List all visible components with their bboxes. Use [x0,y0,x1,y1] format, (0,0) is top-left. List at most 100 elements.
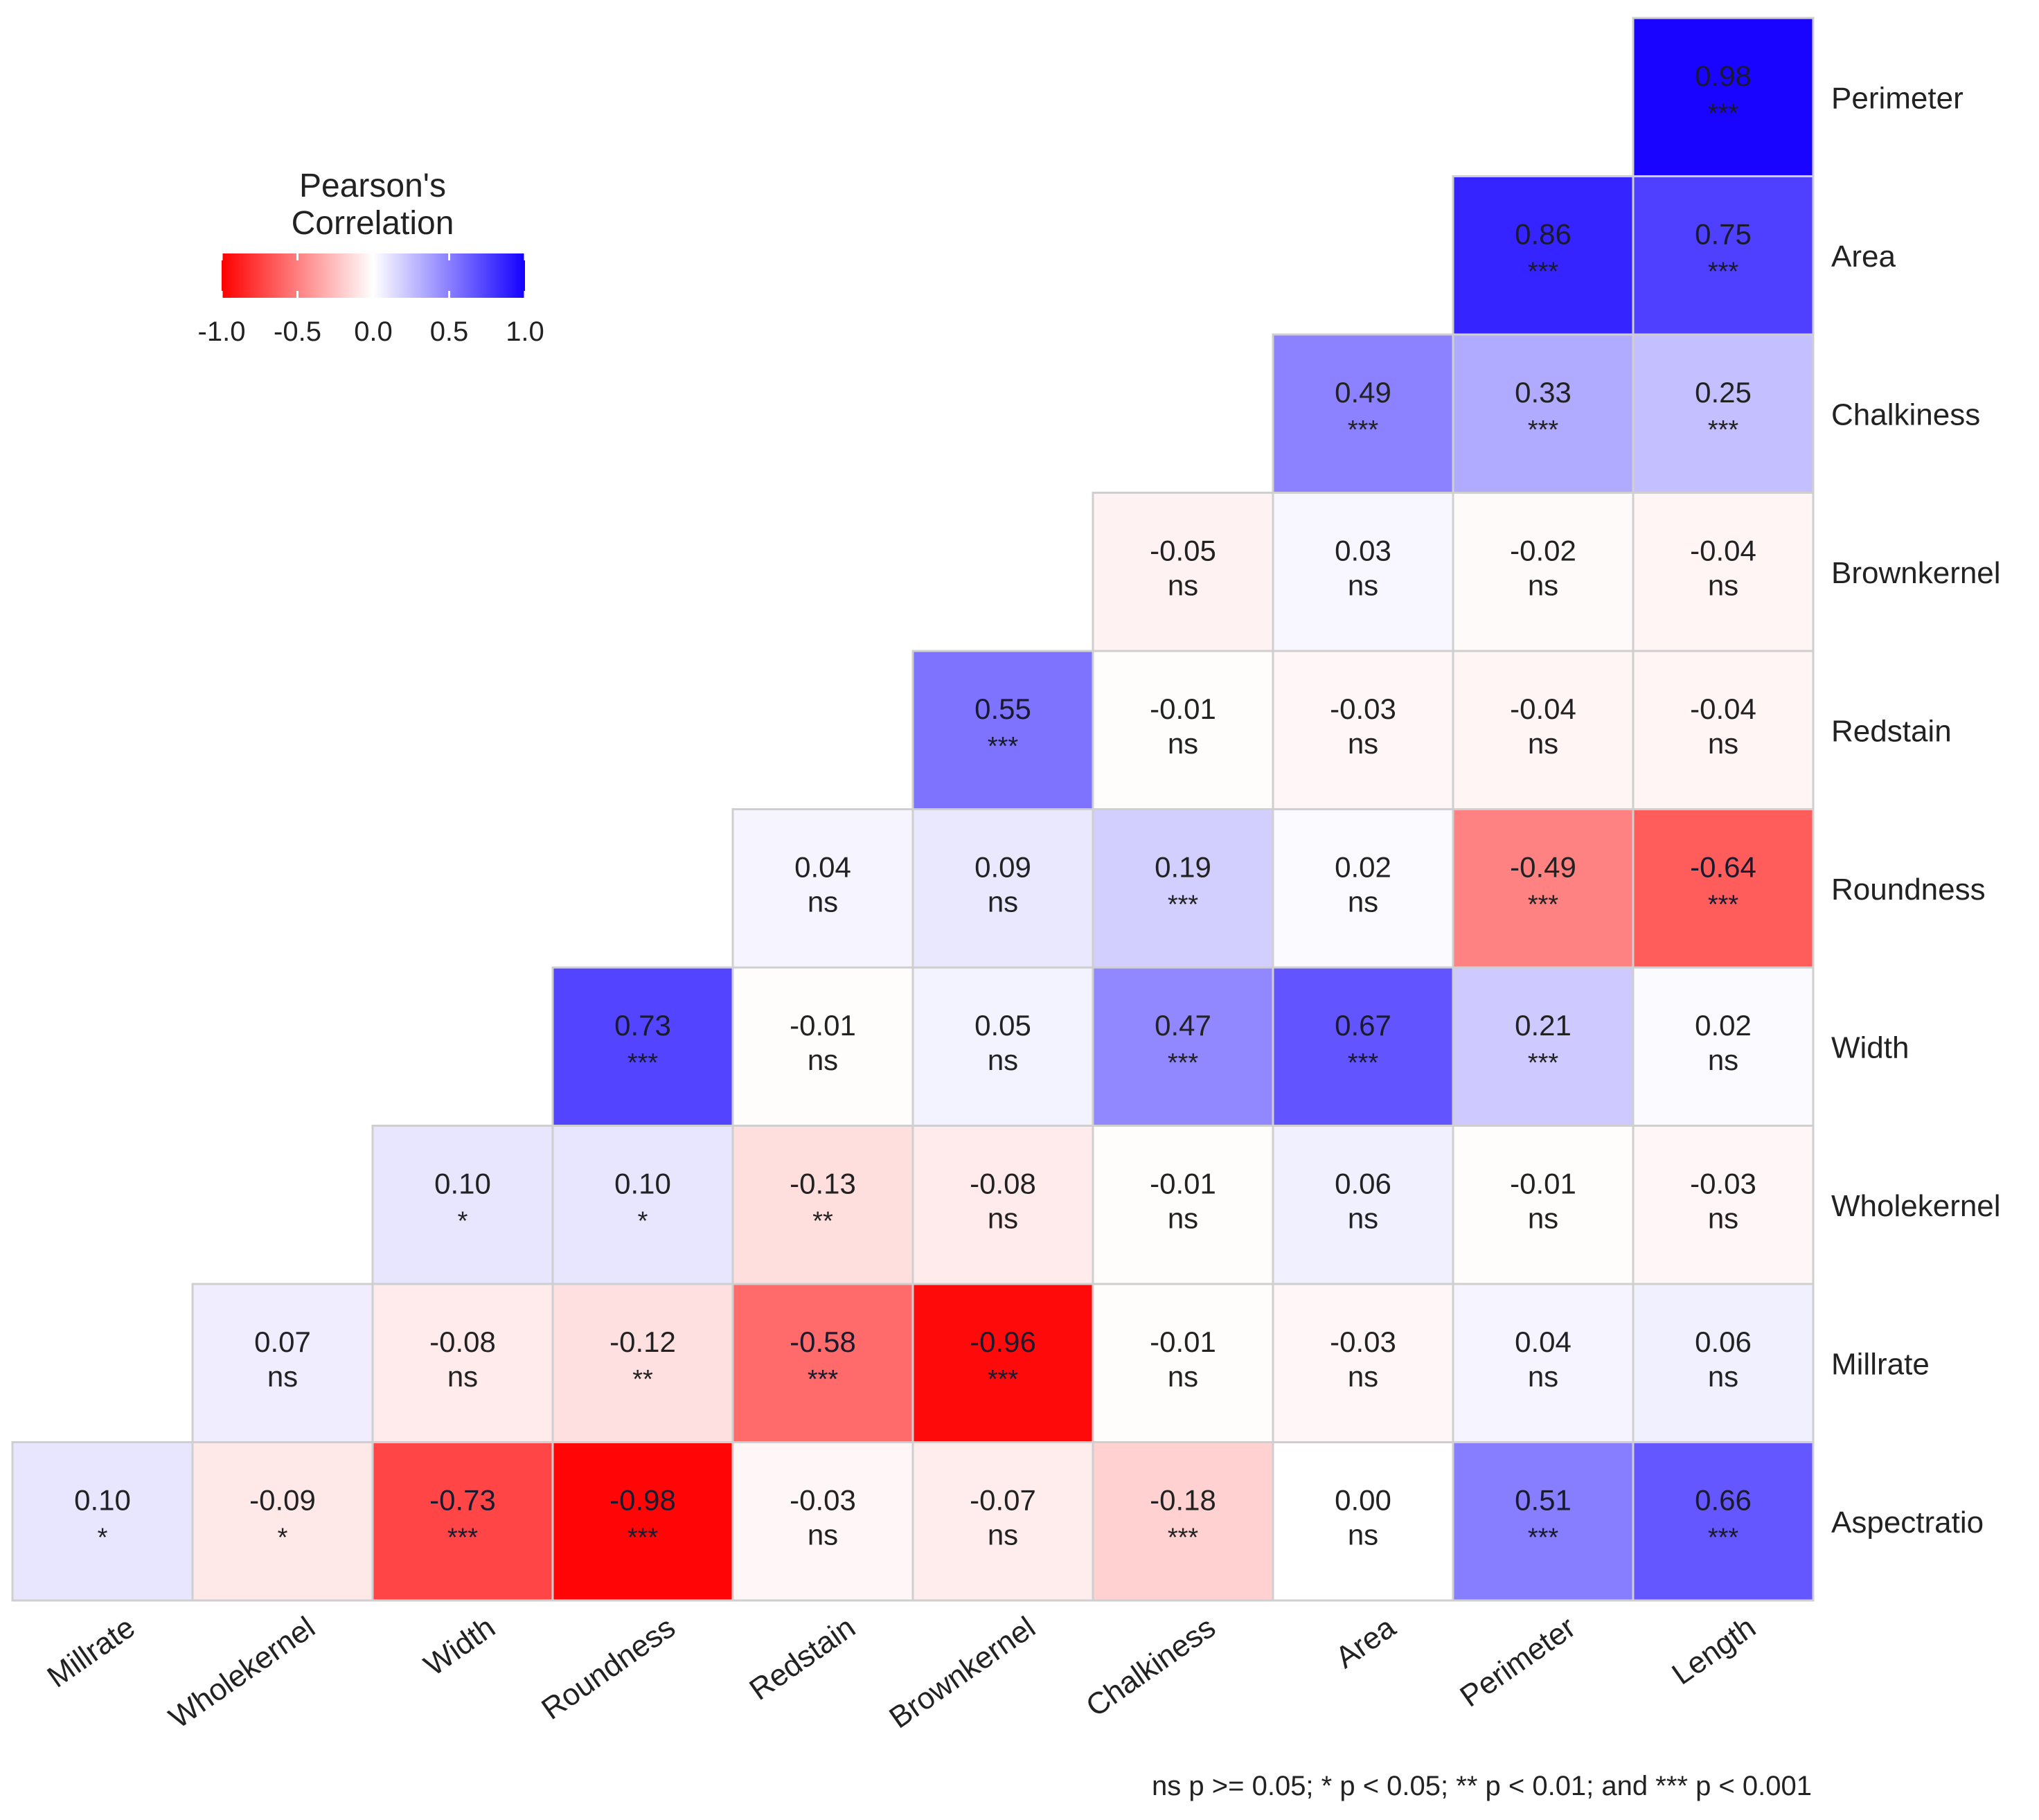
x-tick-label: Wholekernel [163,1610,321,1735]
heatmap-cell-rect [371,1125,554,1285]
x-tick-label: Area [1329,1610,1402,1675]
heatmap-cell-rect [911,1441,1094,1602]
cell-significance-label: * [638,1207,648,1236]
cell-value-label: -0.01 [1150,1168,1216,1200]
cell-value-label: -0.04 [1690,535,1756,567]
heatmap-cell-rect [911,1125,1094,1285]
cell-significance-label: *** [1168,1049,1199,1078]
heatmap-cell-rect [1632,1283,1815,1443]
cell-significance-label: *** [1168,1524,1199,1553]
cell-value-label: -0.01 [1510,1168,1576,1200]
heatmap-cell-rect [1272,808,1454,969]
cell-value-label: -0.03 [1330,693,1396,725]
x-axis-labels: Millrate Wholekernel Width Roundness Redstai… [41,1610,1761,1736]
heatmap-cell-rect [1272,1283,1454,1443]
cell-value-label: 0.09 [974,851,1031,884]
heatmap-cell-rect [1632,333,1815,494]
heatmap-cell-rect [1092,966,1274,1127]
cell-significance-label: ns [1168,1202,1198,1235]
cell-value-label: -0.04 [1690,693,1756,725]
heatmap-cell-rect [1452,1283,1635,1443]
cell-significance-label: ns [267,1360,298,1393]
heatmap-cell: 0.47 *** [1092,966,1274,1127]
cell-value-label: 0.05 [974,1009,1031,1042]
heatmap-cell-rect [1272,333,1454,494]
cell-significance-label: *** [1528,258,1559,287]
heatmap-cell-rect [11,1441,194,1602]
cell-significance-label: ns [1708,727,1738,760]
cell-value-label: 0.73 [614,1009,671,1042]
heatmap-cell: 0.10 * [371,1125,554,1285]
cell-significance-label: *** [1528,891,1559,920]
heatmap-cell: -0.49 *** [1452,808,1635,969]
heatmap-cell-rect [1632,650,1815,810]
heatmap-cell: -0.09 * [191,1441,374,1602]
cell-value-label: 0.04 [794,851,851,884]
cell-significance-label: *** [988,732,1019,761]
heatmap-cell: 0.25 *** [1632,333,1815,494]
y-tick-label: Chalkiness [1831,398,1980,431]
cell-value-label: 0.02 [1335,851,1391,884]
cell-significance-label: ns [1708,1044,1738,1076]
heatmap-cell-rect [1452,492,1635,652]
cell-significance-label: *** [1708,1524,1739,1553]
significance-footnote: ns p >= 0.05; * p < 0.05; ** p < 0.01; a… [1152,1771,1812,1801]
cell-value-label: -0.13 [790,1168,856,1200]
heatmap-cell: 0.21 *** [1452,966,1635,1127]
cell-value-label: -0.49 [1510,851,1576,884]
cell-value-label: -0.01 [1150,693,1216,725]
cell-value-label: 0.10 [74,1484,131,1517]
cell-significance-label: ns [808,886,838,918]
y-axis-labels: Perimeter Area Chalkiness Brownkernel Redsta… [1831,81,2001,1540]
cell-significance-label: ns [1168,569,1198,602]
cell-significance-label: ns [1348,886,1378,918]
cell-value-label: -0.04 [1510,693,1576,725]
color-legend: Pearson's Correlation -1.0 -0.5 0.0 0.5 1.0 [198,168,544,347]
cell-significance-label: ns [1348,1202,1378,1235]
cell-value-label: -0.07 [970,1484,1036,1517]
heatmap-cell-rect [1632,17,1815,177]
cell-value-label: -0.96 [970,1326,1036,1358]
cell-significance-label: ns [1348,569,1378,602]
heatmap-cell: 0.49 *** [1272,333,1454,494]
cell-value-label: 0.49 [1335,376,1391,409]
cell-significance-label: ns [447,1360,478,1393]
cell-value-label: 0.33 [1515,376,1571,409]
cell-significance-label: *** [1708,891,1739,920]
heatmap-cell: 0.73 *** [551,966,734,1127]
cell-value-label: 0.21 [1515,1009,1571,1042]
cell-value-label: -0.03 [1330,1326,1396,1358]
cell-value-label: -0.08 [970,1168,1036,1200]
cell-significance-label: ns [1708,569,1738,602]
cell-significance-label: *** [1348,1049,1379,1078]
cell-significance-label: *** [1348,416,1379,445]
heatmap-cell: 0.67 *** [1272,966,1454,1127]
cell-significance-label: ** [812,1207,833,1236]
x-tick-label: Length [1666,1610,1761,1691]
heatmap-cell-rect [1632,1441,1815,1602]
cell-significance-label: ns [808,1044,838,1076]
heatmap-cell: 0.51 *** [1452,1441,1635,1602]
heatmap-cell-rect [1452,1441,1635,1602]
heatmap-cell: -0.58 *** [731,1283,914,1443]
heatmap-cell: -0.64 *** [1632,808,1815,969]
legend-tick-label: 1.0 [506,316,544,347]
legend-tick-label: 0.0 [354,316,393,347]
cell-value-label: -0.03 [790,1484,856,1517]
cell-value-label: 0.04 [1515,1326,1571,1358]
heatmap-cell-rect [1632,1125,1815,1285]
cell-value-label: 0.51 [1515,1484,1571,1517]
cell-significance-label: *** [627,1524,659,1553]
heatmap-cell-rect [731,1125,914,1285]
heatmap-cell-rect [1452,175,1635,336]
y-tick-label: Aspectratio [1831,1506,1984,1540]
cell-value-label: 0.98 [1695,60,1752,92]
heatmap-cell: 0.10 * [11,1441,194,1602]
x-tick-label: Width [418,1610,501,1683]
y-tick-label: Brownkernel [1831,556,2001,590]
